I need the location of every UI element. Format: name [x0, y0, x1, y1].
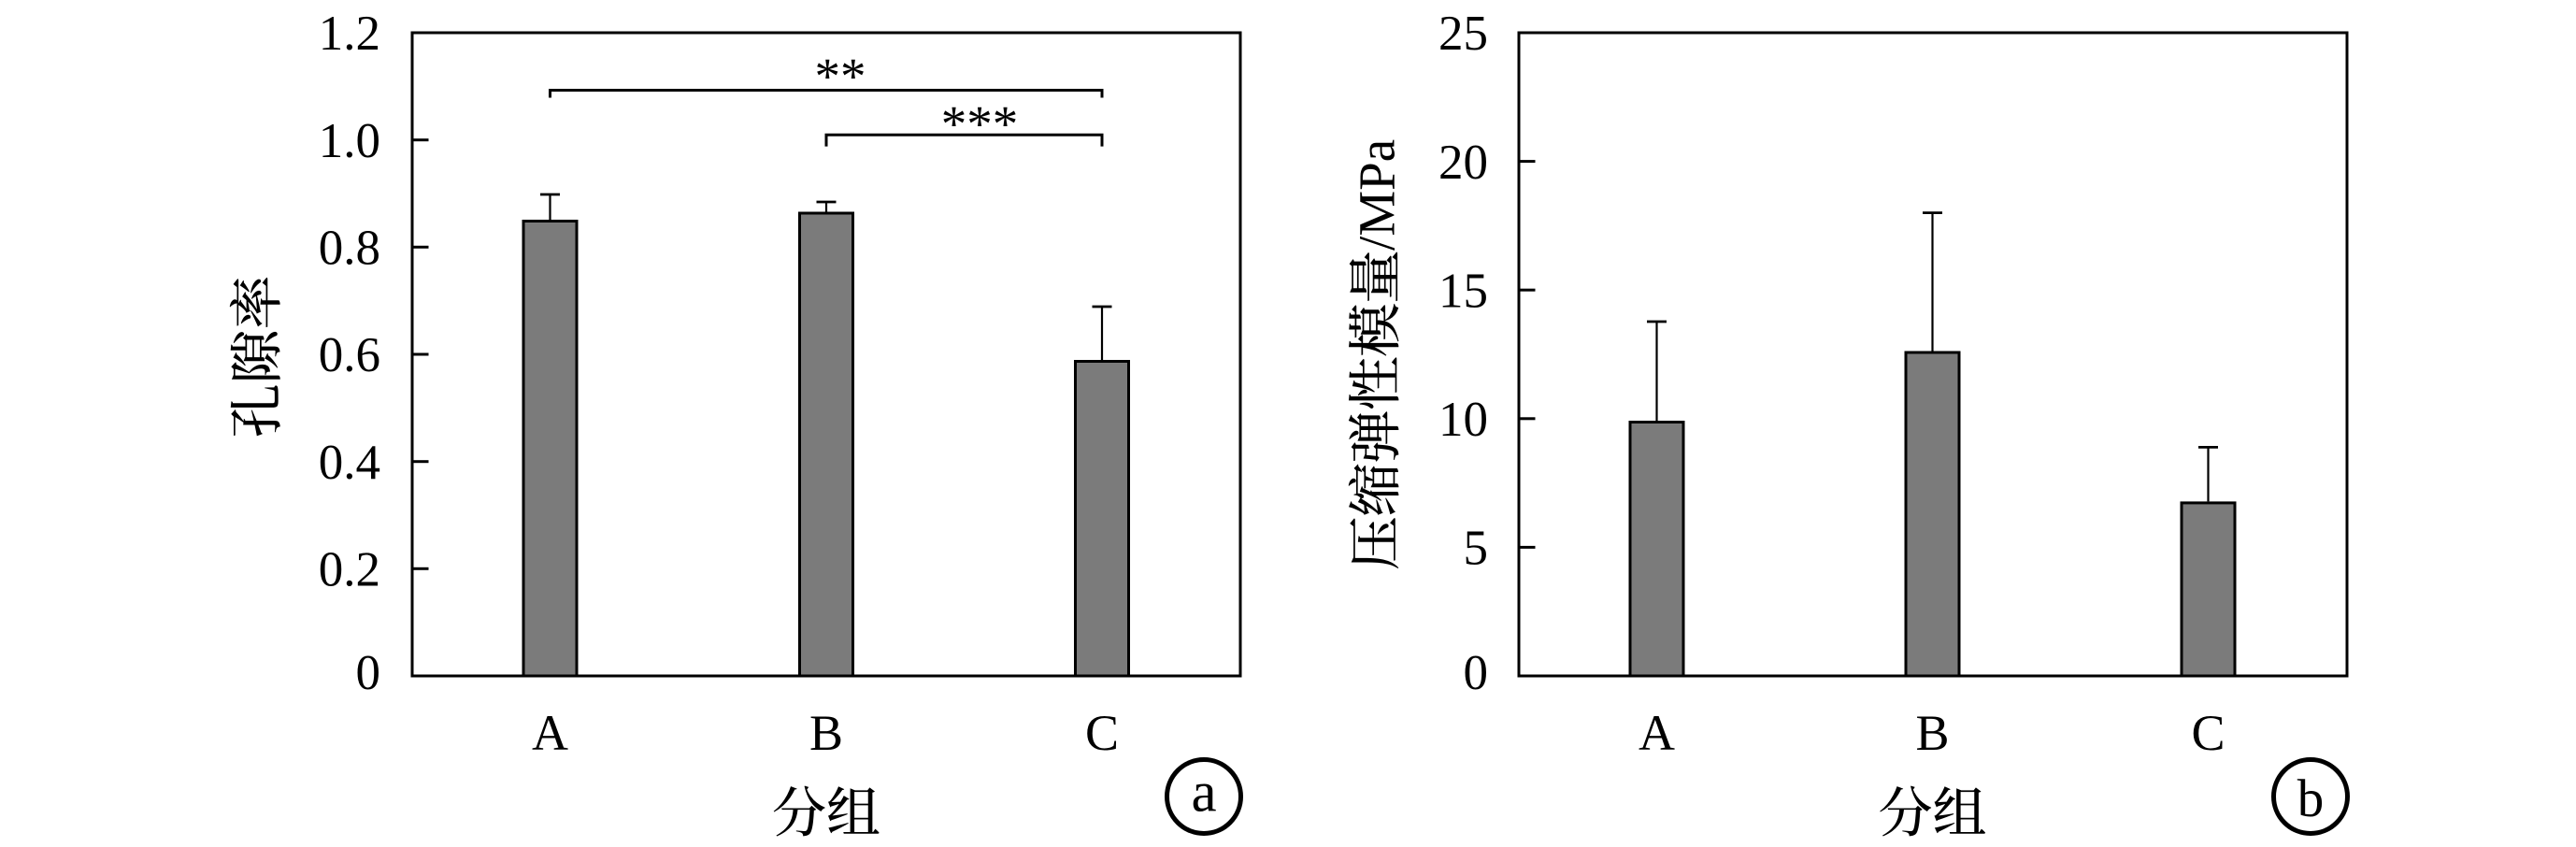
- svg-text:A: A: [1639, 705, 1675, 761]
- svg-text:B: B: [809, 705, 843, 761]
- svg-text:0.8: 0.8: [319, 222, 380, 276]
- svg-text:10: 10: [1438, 393, 1488, 447]
- svg-text:15: 15: [1438, 264, 1488, 318]
- svg-text:20: 20: [1438, 136, 1488, 190]
- svg-text:25: 25: [1438, 7, 1488, 61]
- svg-text:1.2: 1.2: [319, 7, 380, 61]
- svg-text:b: b: [2297, 769, 2325, 828]
- svg-text:0.2: 0.2: [319, 543, 380, 597]
- svg-text:0: 0: [356, 646, 381, 700]
- svg-text:***: ***: [941, 95, 1019, 152]
- svg-text:1.0: 1.0: [319, 114, 380, 168]
- svg-text:0.6: 0.6: [319, 328, 380, 382]
- svg-text:**: **: [815, 48, 866, 105]
- svg-text:A: A: [532, 705, 568, 761]
- svg-text:/MPa: /MPa: [1349, 139, 1406, 251]
- svg-text:B: B: [1915, 705, 1949, 761]
- svg-text:C: C: [1085, 705, 1119, 761]
- svg-text:a: a: [1191, 762, 1216, 825]
- svg-text:C: C: [2191, 705, 2225, 761]
- svg-text:0.4: 0.4: [319, 436, 380, 490]
- svg-text:0: 0: [1464, 646, 1489, 700]
- svg-text:5: 5: [1464, 522, 1489, 576]
